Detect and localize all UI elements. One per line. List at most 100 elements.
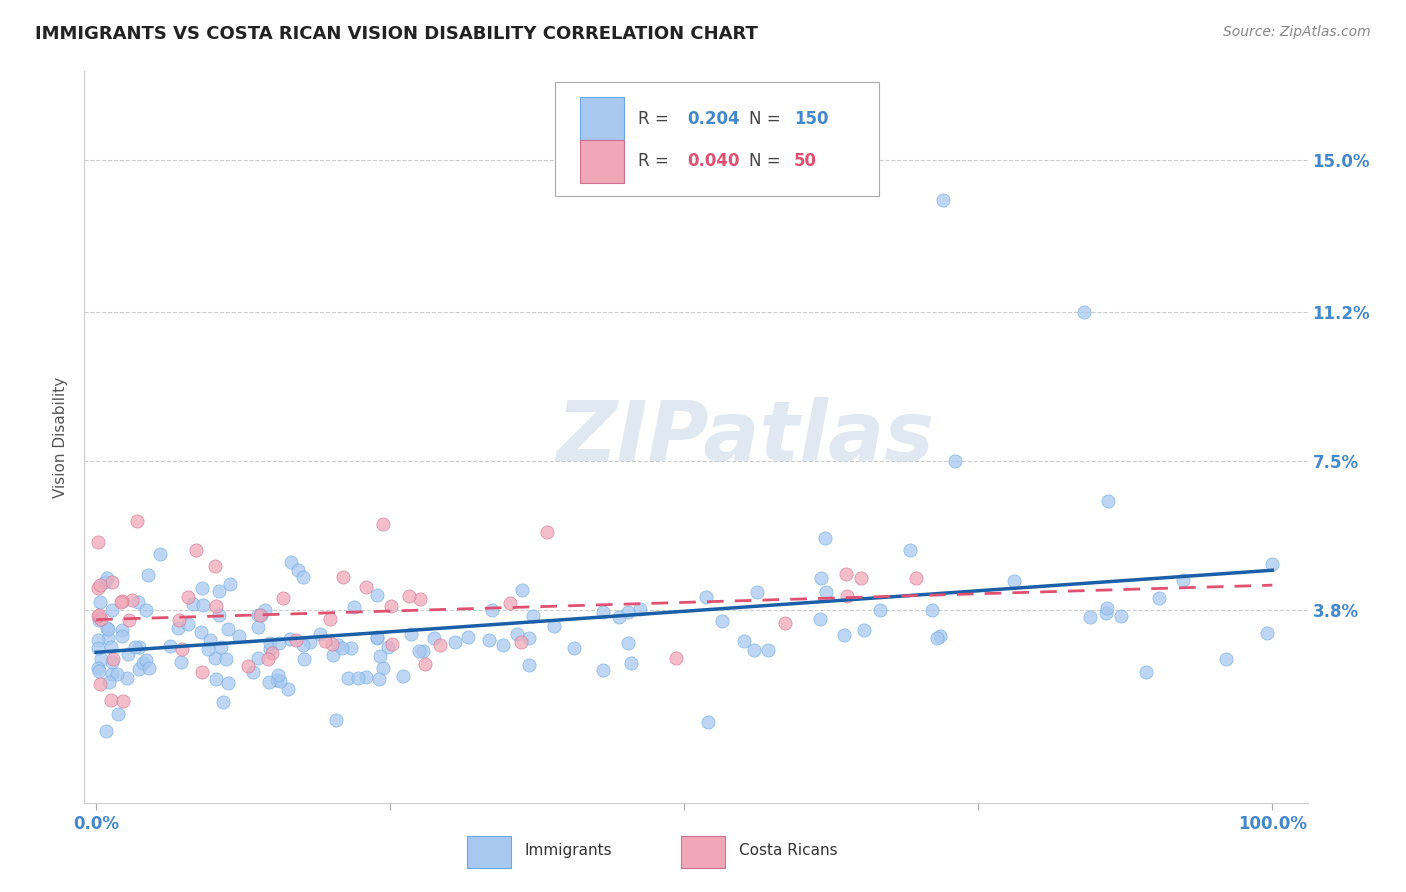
Point <box>932 193 955 207</box>
Text: 150: 150 <box>794 110 828 128</box>
Y-axis label: Vision Disability: Vision Disability <box>53 376 69 498</box>
Point <box>184 542 207 557</box>
Point <box>1097 494 1119 508</box>
FancyBboxPatch shape <box>579 97 624 140</box>
Point <box>211 695 233 709</box>
Point <box>696 715 718 730</box>
Point <box>103 652 125 666</box>
Point <box>354 580 377 594</box>
Point <box>89 664 111 678</box>
Point <box>1256 625 1278 640</box>
Point <box>321 637 343 651</box>
Point <box>343 600 366 615</box>
Point <box>929 629 952 643</box>
Point <box>377 640 399 654</box>
Point <box>190 624 212 639</box>
Text: Source: ZipAtlas.com: Source: ZipAtlas.com <box>1223 25 1371 39</box>
Point <box>118 613 141 627</box>
Point <box>1002 574 1025 589</box>
Text: 0.040: 0.040 <box>688 153 740 170</box>
Point <box>415 657 437 671</box>
Point <box>810 571 832 585</box>
Point <box>1078 610 1101 624</box>
Text: 50: 50 <box>794 153 817 170</box>
Point <box>215 652 238 666</box>
Point <box>89 595 111 609</box>
Point <box>204 558 226 573</box>
Point <box>246 650 269 665</box>
Point <box>87 607 110 622</box>
Point <box>291 638 314 652</box>
Point <box>921 603 943 617</box>
Point <box>259 641 281 656</box>
Point <box>277 681 299 696</box>
Point <box>181 597 204 611</box>
Point <box>370 648 392 663</box>
Point <box>117 647 139 661</box>
Point <box>87 633 110 648</box>
Point <box>366 588 388 602</box>
Point <box>284 632 307 647</box>
Point <box>87 661 110 675</box>
Point <box>423 631 446 645</box>
Text: N =: N = <box>748 110 786 128</box>
Point <box>665 651 688 665</box>
Point <box>217 622 239 636</box>
Point <box>943 454 966 468</box>
FancyBboxPatch shape <box>467 836 512 868</box>
Point <box>592 663 614 677</box>
Point <box>115 671 138 685</box>
Point <box>291 570 314 584</box>
Point <box>381 637 404 651</box>
Text: Costa Ricans: Costa Ricans <box>738 843 838 858</box>
Point <box>366 631 388 645</box>
Point <box>198 633 221 648</box>
Point <box>96 724 118 739</box>
Point <box>1073 305 1095 319</box>
Point <box>253 603 276 617</box>
Point <box>246 620 269 634</box>
Point <box>172 642 194 657</box>
Point <box>695 590 717 604</box>
Point <box>97 622 120 636</box>
Point <box>208 608 231 623</box>
Point <box>249 608 271 623</box>
Point <box>250 607 273 622</box>
Point <box>208 583 231 598</box>
Point <box>100 603 122 617</box>
Point <box>481 603 503 617</box>
Point <box>408 644 430 658</box>
Point <box>211 640 233 655</box>
Text: N =: N = <box>748 153 786 170</box>
Point <box>815 585 838 599</box>
Point <box>111 694 134 708</box>
Point <box>100 575 122 590</box>
Point <box>97 632 120 646</box>
Point <box>110 595 132 609</box>
Point <box>391 669 413 683</box>
Point <box>191 665 214 680</box>
Point <box>170 655 193 669</box>
Point <box>138 661 160 675</box>
Point <box>522 609 544 624</box>
Point <box>269 674 291 689</box>
Point <box>1215 652 1237 666</box>
Point <box>332 570 354 584</box>
Point <box>492 638 515 652</box>
Point <box>1261 557 1284 571</box>
Point <box>835 566 858 581</box>
Point <box>101 655 124 669</box>
Point <box>477 633 499 648</box>
Point <box>238 659 260 673</box>
Point <box>347 671 370 685</box>
Point <box>536 524 558 539</box>
Point <box>904 571 927 585</box>
Point <box>128 662 150 676</box>
Point <box>835 590 858 604</box>
Point <box>775 615 797 630</box>
Point <box>191 581 214 595</box>
Point <box>519 632 541 646</box>
Point <box>380 599 402 614</box>
Point <box>314 634 336 648</box>
Point <box>607 610 630 624</box>
